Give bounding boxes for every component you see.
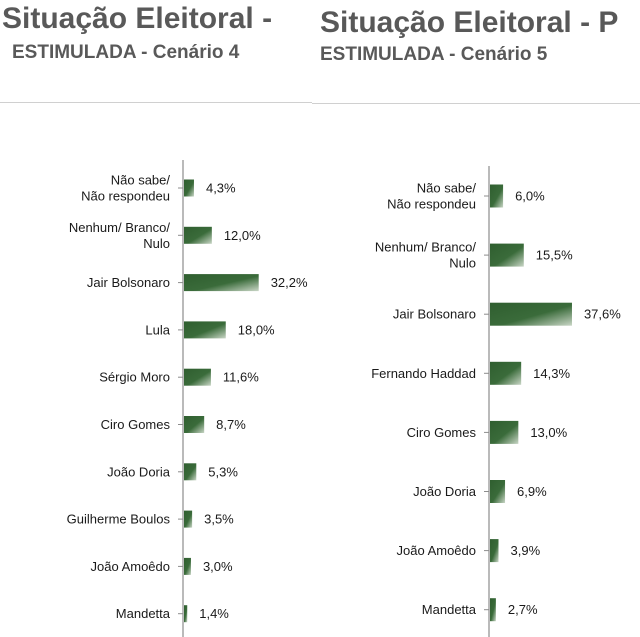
value-label: 6,9% <box>517 484 547 499</box>
category-label: João Amoêdo <box>90 559 170 574</box>
bar <box>184 368 211 386</box>
category-label: João Doria <box>413 484 477 499</box>
bar <box>184 321 226 339</box>
value-label: 14,3% <box>533 366 570 381</box>
chart-title: Situação Eleitoral - <box>2 2 273 35</box>
category-label: Mandetta <box>422 602 477 617</box>
bar <box>184 179 194 197</box>
chart-subtitle: ESTIMULADA - Cenário 5 <box>320 44 548 65</box>
value-label: 18,0% <box>238 322 275 337</box>
chart-subtitle: ESTIMULADA - Cenário 4 <box>12 42 240 63</box>
category-label: Nenhum/ Branco/Nulo <box>375 240 477 271</box>
bar <box>184 557 191 575</box>
value-label: 37,6% <box>584 307 621 322</box>
bar <box>184 605 188 623</box>
category-label: João Amoêdo <box>396 543 476 558</box>
category-label: Ciro Gomes <box>407 425 477 440</box>
header-divider <box>312 103 640 104</box>
value-label: 1,4% <box>199 606 229 621</box>
bar <box>490 598 496 622</box>
value-label: 5,3% <box>208 464 238 479</box>
bar <box>184 510 193 528</box>
category-label: João Doria <box>107 464 171 479</box>
category-label: Nenhum/ Branco/Nulo <box>69 220 171 251</box>
bar <box>184 274 259 292</box>
value-label: 12,0% <box>224 228 261 243</box>
category-label: Lula <box>145 322 170 337</box>
value-label: 2,7% <box>508 602 538 617</box>
value-label: 3,9% <box>511 543 541 558</box>
category-label: Sérgio Moro <box>99 370 170 385</box>
bar <box>490 480 506 503</box>
category-label: Jair Bolsonaro <box>87 275 170 290</box>
value-label: 32,2% <box>271 275 308 290</box>
bar <box>184 226 212 244</box>
value-label: 6,0% <box>515 189 545 204</box>
bar <box>490 243 524 267</box>
chart-panel-cenario-5: Situação Eleitoral - P ESTIMULADA - Cená… <box>312 0 640 637</box>
value-label: 11,6% <box>223 370 259 385</box>
category-label: Mandetta <box>116 606 171 621</box>
bar <box>490 184 504 208</box>
bar-chart-cenario-5: Não sabe/Não respondeu 6,0% Nenhum/ Branco… <box>371 166 621 637</box>
bar <box>184 416 205 433</box>
chart-panel-cenario-4: Situação Eleitoral - ESTIMULADA - Cenári… <box>0 0 312 637</box>
bar <box>490 420 519 444</box>
category-label: Não sabe/Não respondeu <box>387 181 476 212</box>
value-label: 13,0% <box>530 425 567 440</box>
category-label: Fernando Haddad <box>371 366 476 381</box>
value-label: 3,0% <box>203 559 233 574</box>
category-label: Guilherme Boulos <box>67 512 171 527</box>
value-label: 3,5% <box>204 512 234 527</box>
value-label: 15,5% <box>536 248 573 263</box>
category-label: Não sabe/Não respondeu <box>81 173 170 204</box>
category-label: Jair Bolsonaro <box>393 307 476 322</box>
category-label: Ciro Gomes <box>101 417 171 432</box>
bar <box>490 302 572 326</box>
bar-chart-cenario-4: Não sabe/Não respondeu 4,3% Nenhum/ Branco… <box>67 160 308 637</box>
value-label: 8,7% <box>216 417 246 432</box>
value-label: 4,3% <box>206 181 236 196</box>
bar <box>490 361 522 385</box>
bar <box>184 463 197 481</box>
chart-title: Situação Eleitoral - P <box>320 6 619 39</box>
header-divider <box>0 102 312 103</box>
bar <box>490 539 499 563</box>
